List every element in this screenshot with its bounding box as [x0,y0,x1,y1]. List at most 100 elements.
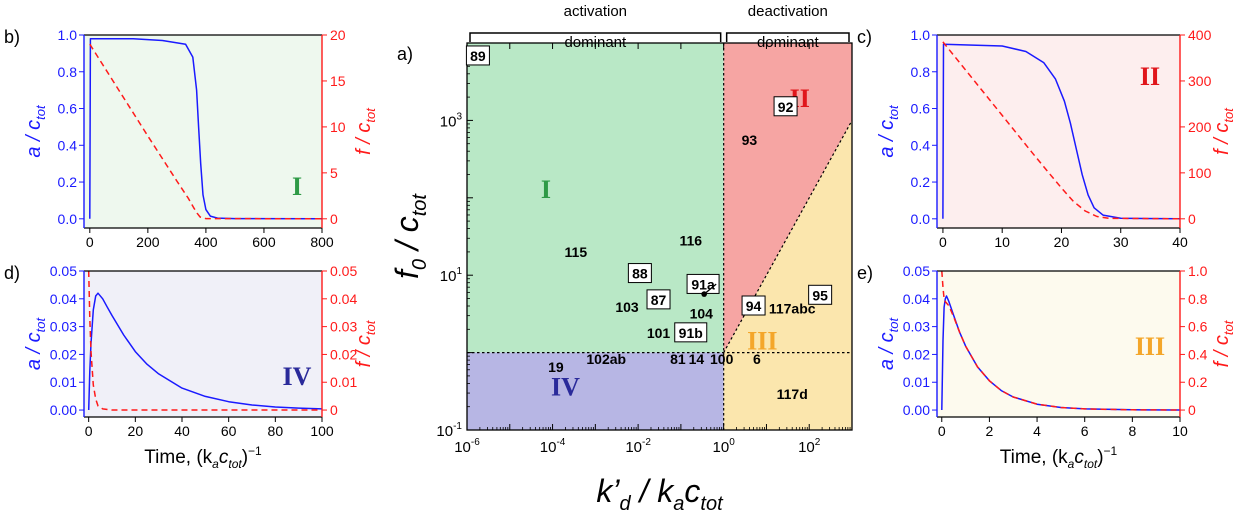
region-label-IV: IV [551,372,580,401]
y-left-tick-label: 0.04 [50,291,77,307]
y-left-tick-label: 0.00 [903,402,930,418]
series-f-line [89,43,323,220]
point-label: 14 [689,351,705,367]
y-left-tick-label: 0.03 [903,319,930,335]
point-label: 87 [651,292,667,308]
point-label: 100 [710,351,734,367]
x-tick-label: 2 [986,423,994,439]
y-right-tick-label: 10 [330,119,346,135]
point-label: 81 [670,351,686,367]
y-left-tick-label: 0.4 [58,137,78,153]
region-label-I: I [541,175,551,204]
region-II [723,43,852,353]
bracket [725,32,850,42]
x-tick-label: 10 [1172,423,1188,439]
point-label: 117d [777,386,808,402]
bracket-label-line2: dominant [564,34,627,51]
point-box [808,284,833,305]
series-a-line [942,43,1181,220]
x-tick-label: 6 [1081,423,1089,439]
y-right-tick-label: 0 [1188,402,1196,418]
y-left-tick-label: 0.01 [50,374,77,390]
y-right-tick-label: 1.0 [1188,263,1208,279]
panel-label-e: e) [857,263,873,283]
y-left-axis-label: a / ctot [23,316,48,370]
y-right-tick-label: 0.4 [1188,346,1208,362]
y-left-tick-label: 0.02 [903,346,930,362]
panel-background [937,35,1180,228]
y-right-axis-label: f / ctot [1211,107,1236,155]
panel-a: 10-6 10-4 10-2 100 102 10-1 101 103 k’d / kactot… [389,3,853,512]
y-left-tick-label: 0.6 [58,101,78,117]
y-right-tick-label: 0.05 [330,263,357,279]
point-label: 115 [565,244,588,260]
panel-background [84,271,322,417]
y-left-tick-label: 0.2 [911,174,931,190]
x-tick-label: 0 [86,234,94,250]
x-tick-label: 30 [1113,234,1129,250]
y-left-tick-label: 1.0 [911,27,931,43]
x-axis-label: Time, (kactot)−1 [144,444,262,471]
x-axis-label: Time, (kactot)−1 [1000,444,1118,471]
point-label: 91a [691,276,715,292]
y-left-axis-label: a / ctot [876,316,901,370]
point-label: 94 [746,298,762,314]
point-label: 6 [753,351,761,367]
panel-label-a: a) [397,44,413,64]
y-tick-label: 103 [440,111,463,130]
panel-e: 0 2 4 6 8 10 0.00 0.01 0.02 0.03 0.04 0.05 0 0.2 0.4 0.… [857,263,1236,471]
x-tick-label: 0 [939,234,947,250]
x-tick-label: 40 [1172,234,1188,250]
point-box [627,263,652,284]
y-left-axis-label: a / ctot [876,104,901,158]
point-box [674,322,708,343]
region-I [467,43,724,353]
point-label: 19 [548,359,564,375]
series-a-line [87,292,323,411]
point-label: 103 [615,299,639,315]
point-label: 92 [778,99,794,115]
panel-background [84,35,322,228]
panel-label-b: b) [4,27,20,47]
y-left-tick-label: 0.8 [911,64,931,80]
y-right-tick-label: 0.02 [330,346,357,362]
y-left-tick-label: 0.05 [903,263,930,279]
panel-label-d: d) [4,263,20,283]
x-tick-label: 10-4 [540,437,566,456]
y-left-tick-label: 0.4 [911,137,931,153]
y-right-tick-label: 0.8 [1188,291,1208,307]
y-left-tick-label: 0.0 [58,211,78,227]
y-right-tick-label: 20 [330,27,346,43]
y-right-tick-label: 0.01 [330,374,357,390]
y-right-tick-label: 0.03 [330,319,357,335]
y-right-tick-label: 100 [1188,165,1212,181]
x-tick-label: 0 [85,423,93,439]
x-tick-label: 200 [136,234,160,250]
y-right-tick-label: 0 [1188,211,1196,227]
x-tick-label: 20 [1054,234,1070,250]
y-right-tick-label: 0 [330,402,338,418]
y-left-tick-label: 0.04 [903,291,930,307]
x-tick-label: 8 [1128,423,1136,439]
region-III [723,120,852,431]
panel-b: 0 200 400 600 800 0.0 0.2 0.4 0.6 0.8 1.0 0 5 10 15 20 a… [4,27,378,250]
region-label-I: I [292,172,302,201]
panel-background [937,271,1180,417]
y-right-tick-label: 400 [1188,27,1212,43]
point-label: 88 [632,266,648,282]
y-tick-label: 10-1 [436,421,462,440]
point-box [773,96,798,117]
region-label-III: III [1135,332,1165,361]
region-IV [467,352,724,430]
series-a-line [89,37,323,220]
x-tick-label: 10-2 [625,437,651,456]
y-left-tick-label: 0.0 [911,211,931,227]
x-tick-label: 100 [713,437,736,456]
point-label: 116 [679,233,702,249]
y-right-axis-label: f / ctot [353,107,378,155]
point-label: 91b [679,325,703,341]
series-f-line [941,270,1181,411]
point-label: 93 [742,132,758,148]
boundary-diagonal [723,120,853,353]
region-label-II: II [1140,62,1160,91]
